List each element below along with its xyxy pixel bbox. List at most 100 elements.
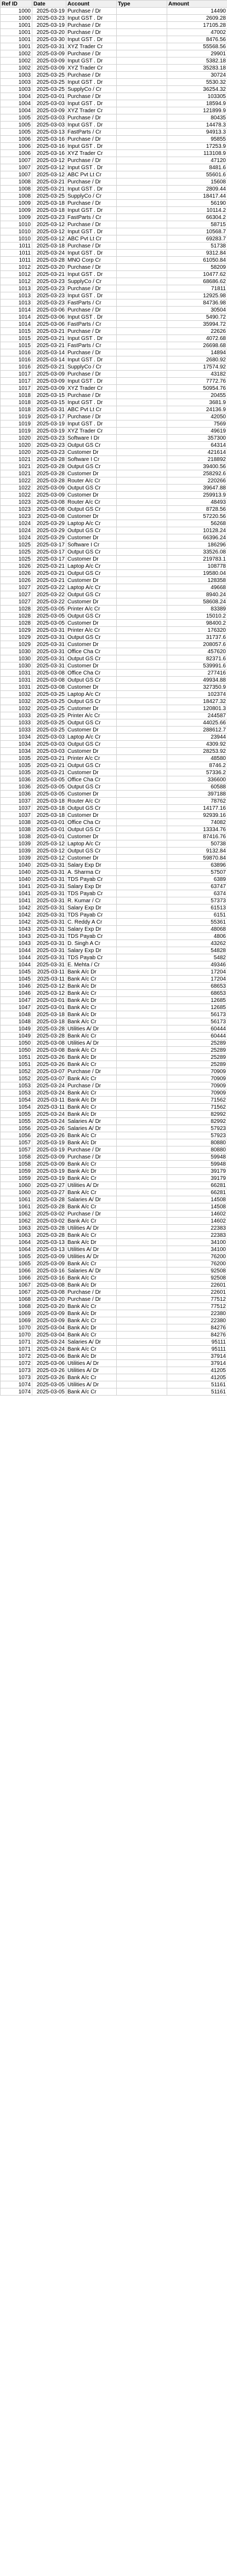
cell-date[interactable]: 2025-03-12 — [32, 840, 66, 848]
cell-date[interactable]: 2025-03-24 — [32, 1082, 66, 1090]
cell-account[interactable]: FastParts / Cr — [66, 342, 117, 349]
cell-date[interactable]: 2025-03-08 — [32, 1039, 66, 1047]
cell-date[interactable]: 2025-03-11 — [32, 1096, 66, 1104]
cell-ref-id[interactable]: 1008 — [0, 185, 32, 193]
cell-type[interactable] — [116, 178, 167, 186]
cell-ref-id[interactable]: 1004 — [0, 93, 32, 100]
cell-account[interactable]: Customer Dr — [66, 705, 117, 712]
cell-account[interactable]: Bank A/c Dr — [66, 1167, 117, 1175]
cell-date[interactable]: 2025-03-18 — [32, 1011, 66, 1018]
cell-account[interactable]: Purchase / Dr — [66, 157, 117, 164]
cell-amount[interactable]: 2809.44 — [167, 185, 227, 193]
cell-ref-id[interactable]: 1057 — [0, 1139, 32, 1146]
cell-type[interactable] — [116, 840, 167, 848]
cell-amount[interactable]: 18594.9 — [167, 100, 227, 107]
cell-account[interactable]: Customer Dr — [66, 641, 117, 648]
cell-account[interactable]: Laptop A/c Cr — [66, 840, 117, 848]
cell-date[interactable]: 2025-03-31 — [32, 655, 66, 662]
cell-ref-id[interactable]: 1001 — [0, 28, 32, 36]
cell-account[interactable]: Input GST . Dr — [66, 185, 117, 193]
cell-date[interactable]: 2025-03-05 — [32, 790, 66, 798]
cell-date[interactable]: 2025-03-23 — [32, 285, 66, 292]
cell-account[interactable]: Input GST . Dr — [66, 57, 117, 65]
cell-ref-id[interactable]: 1007 — [0, 157, 32, 164]
cell-account[interactable]: Input GST . Dr — [66, 206, 117, 214]
cell-type[interactable] — [116, 43, 167, 50]
cell-amount[interactable]: 68686.62 — [167, 278, 227, 285]
cell-type[interactable] — [116, 655, 167, 662]
cell-ref-id[interactable]: 1014 — [0, 313, 32, 321]
cell-account[interactable]: Salaries A/ Dr — [66, 1338, 117, 1346]
cell-ref-id[interactable]: 1000 — [0, 14, 32, 22]
cell-account[interactable]: Input GST . Dr — [66, 36, 117, 43]
cell-type[interactable] — [116, 135, 167, 143]
cell-date[interactable]: 2025-03-01 — [32, 1004, 66, 1011]
cell-date[interactable]: 2025-03-08 — [32, 505, 66, 513]
cell-amount[interactable]: 71562 — [167, 1103, 227, 1111]
cell-date[interactable]: 2025-03-23 — [32, 434, 66, 442]
cell-date[interactable]: 2025-03-09 — [32, 64, 66, 72]
cell-date[interactable]: 2025-03-31 — [32, 662, 66, 670]
cell-date[interactable]: 2025-03-02 — [32, 1217, 66, 1225]
cell-account[interactable]: D. Singh A Cr — [66, 940, 117, 947]
cell-ref-id[interactable]: 1026 — [0, 577, 32, 584]
cell-account[interactable]: Utilities A/ Dr — [66, 1025, 117, 1033]
cell-date[interactable]: 2025-03-29 — [32, 534, 66, 541]
cell-account[interactable]: Input GST . Dr — [66, 313, 117, 321]
cell-type[interactable] — [116, 71, 167, 79]
cell-account[interactable]: Software I Dr — [66, 434, 117, 442]
cell-ref-id[interactable]: 1003 — [0, 71, 32, 79]
cell-account[interactable]: Purchase / Dr — [66, 370, 117, 378]
cell-ref-id[interactable]: 1046 — [0, 982, 32, 990]
cell-date[interactable]: 2025-03-03 — [32, 747, 66, 755]
cell-type[interactable] — [116, 484, 167, 492]
cell-date[interactable]: 2025-03-06 — [32, 313, 66, 321]
cell-ref-id[interactable]: 1061 — [0, 1196, 32, 1203]
cell-account[interactable]: TDS Payab Cr — [66, 875, 117, 883]
cell-amount[interactable]: 34100 — [167, 1238, 227, 1246]
cell-account[interactable]: Output GS Cr — [66, 527, 117, 534]
cell-amount[interactable]: 7772.76 — [167, 377, 227, 385]
cell-account[interactable]: Input GST . Dr — [66, 14, 117, 22]
cell-amount[interactable]: 14177.16 — [167, 804, 227, 812]
cell-amount[interactable]: 83389 — [167, 605, 227, 613]
cell-amount[interactable]: 92939.16 — [167, 811, 227, 819]
cell-type[interactable] — [116, 171, 167, 178]
cell-type[interactable] — [116, 100, 167, 107]
cell-type[interactable] — [116, 57, 167, 65]
cell-amount[interactable]: 41205 — [167, 1367, 227, 1374]
cell-ref-id[interactable]: 1068 — [0, 1295, 32, 1303]
cell-ref-id[interactable]: 1052 — [0, 1075, 32, 1082]
cell-date[interactable]: 2025-03-19 — [32, 1174, 66, 1182]
cell-ref-id[interactable]: 1024 — [0, 534, 32, 541]
cell-date[interactable]: 2025-03-06 — [32, 320, 66, 328]
cell-amount[interactable]: 35994.72 — [167, 320, 227, 328]
cell-type[interactable] — [116, 676, 167, 684]
cell-ref-id[interactable]: 1062 — [0, 1217, 32, 1225]
cell-ref-id[interactable]: 1022 — [0, 484, 32, 492]
cell-ref-id[interactable]: 1047 — [0, 996, 32, 1004]
cell-ref-id[interactable]: 1052 — [0, 1068, 32, 1075]
cell-date[interactable]: 2025-03-23 — [32, 299, 66, 307]
cell-type[interactable] — [116, 698, 167, 705]
cell-account[interactable]: Printer A/c Cr — [66, 626, 117, 634]
cell-date[interactable]: 2025-03-31 — [32, 406, 66, 413]
cell-type[interactable] — [116, 1324, 167, 1332]
cell-type[interactable] — [116, 1032, 167, 1040]
cell-date[interactable]: 2025-03-01 — [32, 826, 66, 833]
cell-type[interactable] — [116, 712, 167, 719]
cell-type[interactable] — [116, 85, 167, 93]
cell-type[interactable] — [116, 940, 167, 947]
cell-type[interactable] — [116, 1096, 167, 1104]
cell-ref-id[interactable]: 1015 — [0, 327, 32, 335]
cell-date[interactable]: 2025-03-25 — [32, 712, 66, 719]
cell-account[interactable]: Utilities A/ Dr — [66, 1381, 117, 1388]
cell-ref-id[interactable]: 1017 — [0, 377, 32, 385]
cell-amount[interactable]: 70909 — [167, 1082, 227, 1090]
cell-date[interactable]: 2025-03-31 — [32, 918, 66, 926]
cell-account[interactable]: Salary Exp Dr — [66, 883, 117, 890]
cell-type[interactable] — [116, 1345, 167, 1353]
cell-amount[interactable]: 50738 — [167, 840, 227, 848]
cell-type[interactable] — [116, 591, 167, 598]
cell-ref-id[interactable]: 1003 — [0, 78, 32, 86]
